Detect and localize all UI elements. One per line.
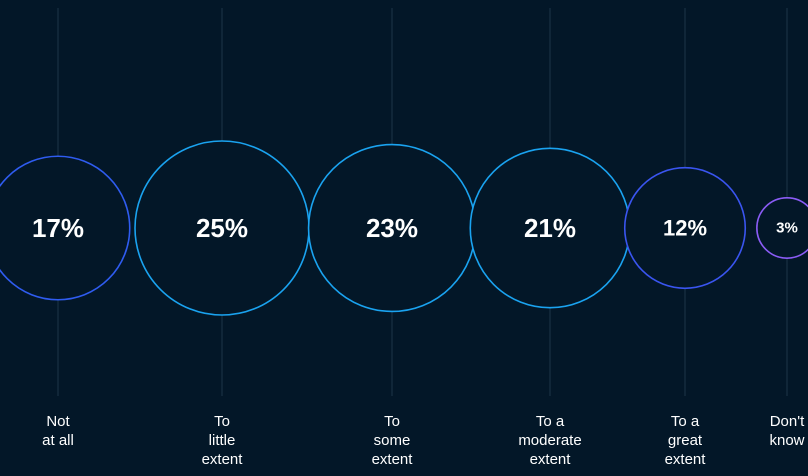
data-label: 12% — [663, 216, 707, 241]
data-label: 23% — [366, 213, 418, 243]
data-label: 17% — [32, 213, 84, 243]
bubble — [756, 197, 808, 259]
category-label: Don't know — [769, 413, 805, 449]
bubbles: 17% 25% 23% 21% 12% 3% — [0, 140, 808, 316]
data-label: 21% — [524, 213, 576, 243]
category-label: To a great extent — [664, 413, 706, 468]
data-label: 3% — [776, 220, 798, 237]
category-label: Not at all — [42, 413, 74, 449]
category-label: To little extent — [201, 413, 243, 468]
bubble — [623, 166, 747, 290]
category-label: To a moderate extent — [518, 413, 582, 468]
data-label: 25% — [196, 213, 248, 243]
category-label: To some extent — [371, 413, 413, 468]
bubble — [0, 155, 131, 301]
